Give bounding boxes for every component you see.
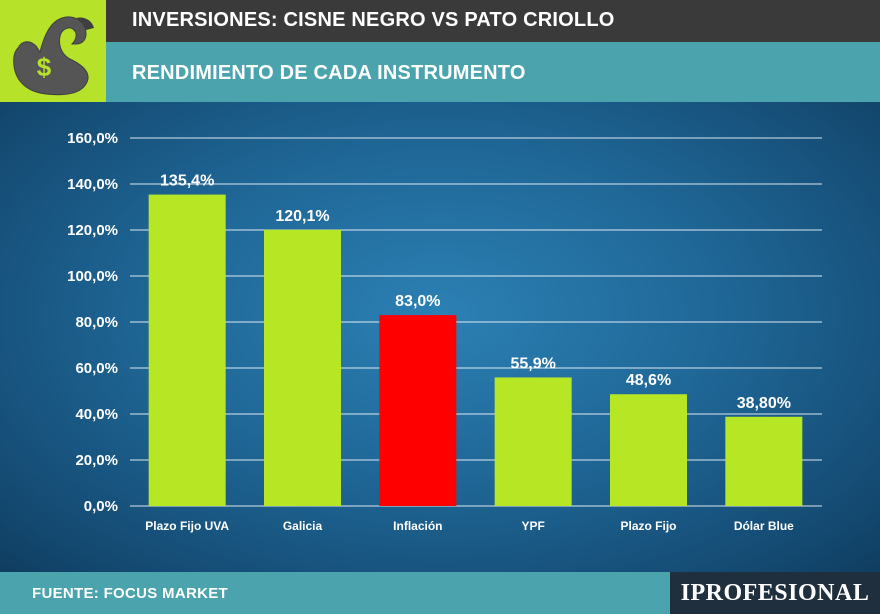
data-label: 120,1% — [275, 208, 329, 225]
data-label: 135,4% — [160, 173, 214, 190]
chart-title: RENDIMIENTO DE CADA INSTRUMENTO — [132, 62, 526, 84]
data-label: 83,0% — [395, 293, 440, 310]
brand-text: IPROFESIONAL — [680, 580, 870, 606]
x-tick-label: Plazo Fijo — [620, 519, 676, 533]
bar — [610, 394, 687, 506]
bar — [379, 315, 457, 506]
chart-area: 0,0% 20,0% 40,0% 60,0% 80,0% 100,0% 120,0% 140,… — [0, 102, 880, 572]
x-tick-label: YPF — [521, 519, 544, 533]
data-label: 38,80% — [737, 395, 791, 412]
y-tick-label: 120,0% — [67, 222, 118, 239]
logo: $ — [0, 0, 106, 102]
y-tick-label: 40,0% — [75, 406, 118, 423]
brand-logo: IPROFESIONAL — [670, 572, 880, 614]
header-bar: INVERSIONES: CISNE NEGRO VS PATO CRIOLLO — [0, 0, 880, 42]
x-tick-label: Dólar Blue — [734, 519, 794, 533]
bar — [725, 416, 803, 506]
x-tick-label: Inflación — [393, 519, 442, 533]
subheader-bar: RENDIMIENTO DE CADA INSTRUMENTO — [0, 42, 880, 102]
page-title: INVERSIONES: CISNE NEGRO VS PATO CRIOLLO — [132, 9, 615, 31]
bar-chart: 0,0% 20,0% 40,0% 60,0% 80,0% 100,0% 120,0% 140,… — [67, 130, 822, 533]
y-tick-label: 80,0% — [75, 314, 118, 331]
bar — [264, 229, 341, 506]
y-tick-label: 140,0% — [67, 176, 118, 193]
y-tick-label: 20,0% — [75, 452, 118, 469]
dollar-sign: $ — [37, 52, 52, 82]
y-tick-label: 100,0% — [67, 268, 118, 285]
y-tick-label: 160,0% — [67, 130, 118, 147]
source-text: FUENTE: FOCUS MARKET — [32, 585, 228, 602]
swan-dollar-icon: $ — [13, 16, 94, 96]
y-tick-label: 0,0% — [84, 498, 118, 515]
data-label: 48,6% — [626, 372, 671, 389]
bar — [148, 194, 226, 506]
data-label: 55,9% — [510, 355, 555, 372]
x-tick-label: Plazo Fijo UVA — [145, 519, 229, 533]
y-tick-label: 60,0% — [75, 360, 118, 377]
x-tick-label: Galicia — [283, 519, 323, 533]
bar — [494, 377, 572, 506]
